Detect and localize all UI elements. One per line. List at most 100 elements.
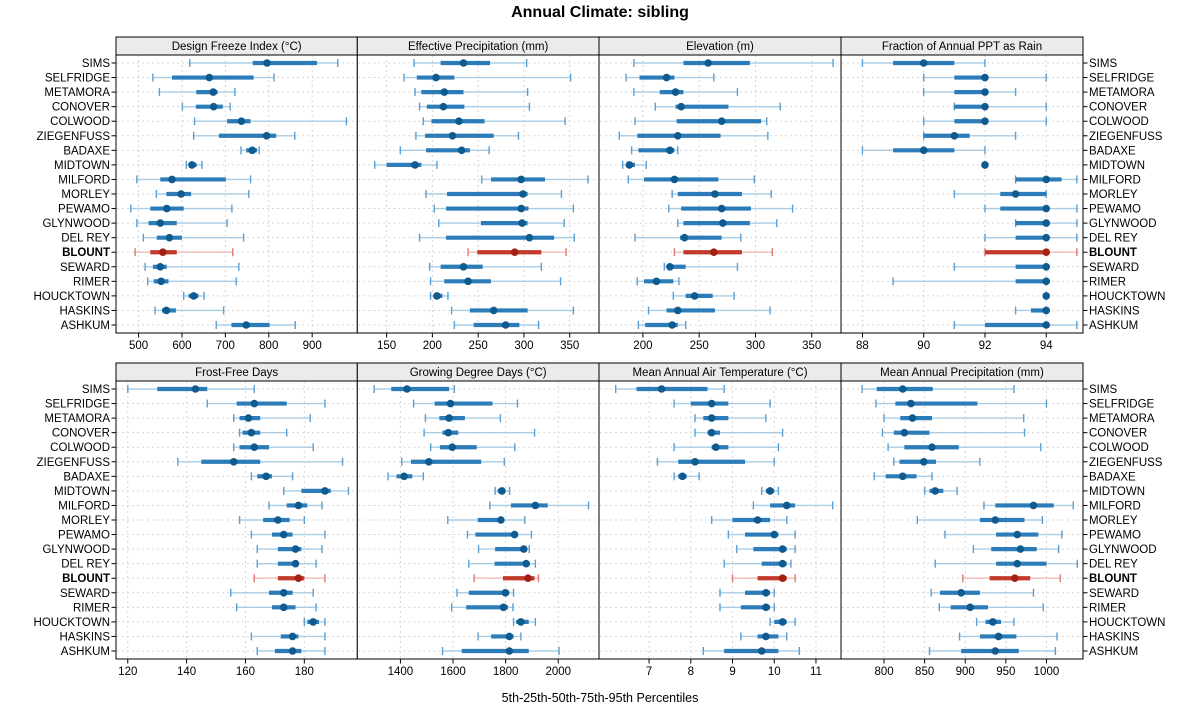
site-label-right: BLOUNT [1089,573,1137,585]
median-dot [403,385,411,393]
percentile-interval-ziegenfuss [192,131,296,140]
median-dot [237,117,246,126]
percentile-interval-ashkum [928,647,1057,655]
percentile-interval-blount [473,574,540,583]
percentile-interval-milford [627,175,756,184]
median-dot [1042,219,1051,227]
median-dot [291,559,300,568]
median-dot [177,190,185,198]
percentile-interval-rimer [451,603,514,612]
median-dot [981,102,989,111]
percentile-interval-milford [752,501,834,510]
site-label-left: GLYNWOOD [42,544,110,556]
axis-tick-label: 1800 [493,666,519,678]
site-label-left: METAMORA [44,87,110,99]
chart-title: Annual Climate: sibling [511,4,689,21]
median-dot [981,117,989,126]
percentile-interval-midtown [283,486,350,495]
site-label-right: CONOVER [1089,102,1147,114]
median-dot [707,399,716,408]
percentile-interval-del-rey [984,233,1078,242]
median-dot [525,233,534,242]
strip-header [840,36,1084,56]
axis-tick-label: 300 [514,340,533,352]
percentile-interval-haskins [958,632,1058,641]
percentile-interval-ziegenfuss [923,131,1017,140]
median-dot [531,501,540,510]
percentile-interval-del-rey [142,233,245,242]
percentile-interval-sims [373,385,456,393]
median-dot [489,306,498,315]
percentile-interval-conover [694,428,784,437]
median-dot [291,545,300,553]
median-dot [448,443,457,452]
median-dot [248,146,257,155]
percentile-interval-ziegenfuss [618,131,769,140]
median-dot [673,306,682,315]
median-dot [928,443,936,452]
percentile-interval-ziegenfuss [415,131,520,140]
median-dot [440,88,449,96]
site-label-left: ZIEGENFUSS [37,457,111,469]
axis-tick-label: 800 [259,340,278,352]
percentiles-caption: 5th-25th-50th-75th-95th Percentiles [501,691,699,705]
median-dot [288,647,297,655]
percentile-interval-haskins [740,632,788,641]
median-dot [168,175,176,184]
median-dot [294,574,303,583]
percentile-interval-badaxe [250,472,294,481]
median-dot [1042,175,1051,184]
percentile-interval-houcktown [975,617,1015,626]
percentile-interval-glynwood [438,219,565,228]
site-label-right: HOUCKTOWN [1089,291,1165,303]
site-label-right: GLYNWOOD [1089,544,1157,556]
strip-label: Fraction of Annual PPT as Rain [882,41,1042,53]
median-dot [719,219,727,227]
median-dot [898,472,907,481]
percentile-interval-blount [962,574,1061,583]
median-dot [459,59,468,67]
median-dot [778,545,787,553]
percentile-interval-houcktown [303,617,326,626]
percentile-interval-colwood [923,117,1047,126]
percentile-interval-glynwood [256,545,323,554]
median-dot [1042,233,1051,242]
median-dot [1013,559,1022,568]
percentile-interval-seward [428,262,543,271]
axis-tick-label: 900 [956,666,975,678]
median-dot [400,472,408,481]
median-dot [432,73,440,82]
median-dot [157,277,165,286]
median-dot [1042,321,1051,329]
percentile-interval-ashkum [441,647,560,655]
site-label-right: SIMS [1089,58,1117,70]
site-label-right: SEWARD [1089,262,1139,274]
site-label-right: HASKINS [1089,305,1140,317]
median-dot [263,59,271,67]
percentile-interval-morley [916,516,1044,524]
median-dot [991,516,1000,524]
median-dot [501,588,510,597]
median-dot [1029,501,1038,510]
percentile-interval-selfridge [875,399,1048,408]
site-label-right: COLWOOD [1089,116,1149,128]
site-label-left: MORLEY [61,189,110,201]
site-label-right: MILFORD [1089,174,1141,186]
median-dot [505,647,514,655]
median-dot [717,204,726,213]
site-label-right: MORLEY [1089,515,1138,527]
axis-tick-label: 300 [746,340,765,352]
percentile-interval-selfridge [625,73,715,82]
percentile-interval-conover [181,102,231,111]
median-dot [673,131,682,140]
median-dot [510,248,519,257]
percentile-interval-rimer [719,603,775,612]
percentile-interval-houcktown [769,617,796,626]
axis-tick-label: 250 [690,340,709,352]
median-dot [229,457,238,466]
axis-tick-label: 1400 [388,666,414,678]
site-label-left: GLYNWOOD [42,218,110,230]
site-label-left: HOUCKTOWN [34,617,110,629]
median-dot [662,73,671,82]
